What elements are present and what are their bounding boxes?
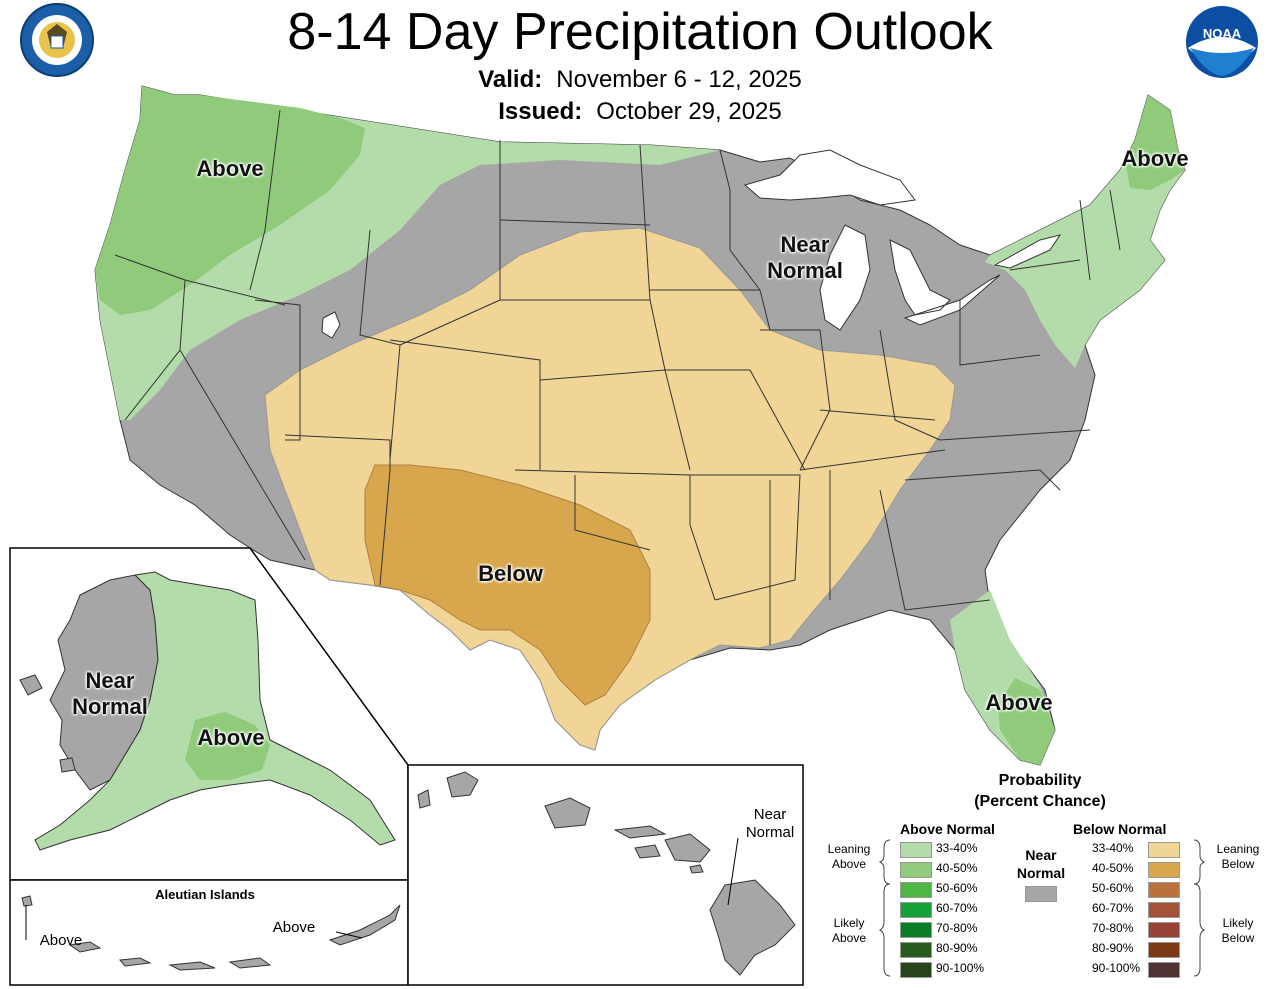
- legend-swatch-above-5: [900, 942, 932, 958]
- legend-swatch-above-1: [900, 862, 932, 878]
- issued-value: October 29, 2025: [596, 98, 782, 125]
- legend-swatch-below-5: [1148, 942, 1180, 958]
- legend-pct-below-2: 50-60%: [1092, 881, 1134, 895]
- legend-pct-above-0: 33-40%: [936, 841, 978, 855]
- label-above-alaska: Above: [197, 725, 265, 750]
- page-title: 8-14 Day Precipitation Outlook: [287, 3, 993, 61]
- label-above-aleutian-east: Above: [272, 919, 316, 936]
- great-lakes: [743, 149, 1062, 331]
- conus-above-fl-medium: [998, 678, 1055, 765]
- alaska-above-light-region: [34, 571, 396, 851]
- noaa-logo: NOAA: [1186, 6, 1258, 78]
- legend-pct-above-5: 80-90%: [936, 941, 978, 955]
- legend-pct-above-3: 60-70%: [936, 901, 978, 915]
- conus-below-medium: [364, 464, 651, 706]
- aleutian-title: Aleutian Islands: [155, 887, 255, 902]
- legend-swatch-near-normal: [1025, 886, 1057, 902]
- legend-pct-below-3: 60-70%: [1092, 901, 1134, 915]
- valid-line: Valid: November 6 - 12, 2025: [0, 66, 1280, 94]
- label-above-northeast: Above: [1121, 146, 1189, 171]
- hawaii-pointer-line: [727, 837, 739, 906]
- legend-swatch-above-6: [900, 962, 932, 978]
- aleutian-chain: [21, 895, 401, 971]
- label-near-normal-hawaii: Near Normal: [745, 806, 795, 841]
- label-below-conus: Below: [478, 561, 543, 586]
- legend-swatch-below-6: [1148, 962, 1180, 978]
- label-near-normal-alaska: Near Normal: [72, 668, 148, 719]
- issued-line: Issued: October 29, 2025: [0, 98, 1280, 126]
- legend-swatch-below-2: [1148, 882, 1180, 898]
- legend-swatch-below-4: [1148, 922, 1180, 938]
- legend-above-header: Above Normal: [900, 821, 995, 837]
- legend-pct-above-1: 40-50%: [936, 861, 978, 875]
- conus-above-ne-medium: [1125, 95, 1185, 190]
- legend-below-header: Below Normal: [1073, 821, 1167, 837]
- valid-label: Valid:: [478, 66, 543, 93]
- alaska-above-medium-region: [185, 712, 270, 780]
- legend-likely-above: Likely Above: [831, 916, 867, 945]
- legend-pct-above-6: 90-100%: [936, 961, 985, 975]
- legend-swatch-above-3: [900, 902, 932, 918]
- legend-pct-above-4: 70-80%: [936, 921, 978, 935]
- commerce-seal-logo: [20, 3, 94, 77]
- label-above-northwest: Above: [196, 156, 264, 181]
- legend-swatch-below-3: [1148, 902, 1180, 918]
- label-above-florida: Above: [985, 690, 1053, 715]
- legend: Probability (Percent Chance) Above Norma…: [810, 770, 1280, 985]
- legend-pct-below-5: 80-90%: [1092, 941, 1134, 955]
- label-above-aleutian-west: Above: [39, 932, 83, 949]
- legend-pct-below-1: 40-50%: [1092, 861, 1134, 875]
- legend-pct-above-2: 50-60%: [936, 881, 978, 895]
- legend-leaning-below: Leaning Below: [1216, 842, 1260, 871]
- legend-swatch-above-0: [900, 842, 932, 858]
- great-salt-lake: [321, 311, 341, 339]
- legend-likely-below: Likely Below: [1221, 916, 1255, 945]
- legend-near-header: Near Normal: [1016, 847, 1066, 881]
- svg-text:NOAA: NOAA: [1203, 26, 1242, 41]
- legend-braces: [878, 839, 1206, 977]
- legend-pct-below-0: 33-40%: [1092, 841, 1134, 855]
- legend-swatch-above-4: [900, 922, 932, 938]
- hawaii-inset-frame: [407, 764, 804, 986]
- valid-value: November 6 - 12, 2025: [556, 66, 802, 93]
- legend-swatch-below-0: [1148, 842, 1180, 858]
- hawaii-islands: [417, 771, 796, 976]
- alaska-islands: [19, 674, 76, 773]
- legend-leaning-above: Leaning Above: [827, 842, 871, 871]
- conus-above-nw-medium: [95, 86, 365, 315]
- legend-swatch-below-1: [1148, 862, 1180, 878]
- label-near-normal-conus: Near Normal: [767, 232, 843, 283]
- legend-pct-below-4: 70-80%: [1092, 921, 1134, 935]
- legend-title: Probability (Percent Chance): [974, 772, 1106, 810]
- conus-below-light: [264, 227, 956, 751]
- legend-pct-below-6: 90-100%: [1092, 961, 1141, 975]
- issued-label: Issued:: [498, 98, 583, 125]
- legend-swatch-above-2: [900, 882, 932, 898]
- aleutian-pointer-line: [25, 905, 363, 940]
- state-boundaries: [114, 109, 1121, 645]
